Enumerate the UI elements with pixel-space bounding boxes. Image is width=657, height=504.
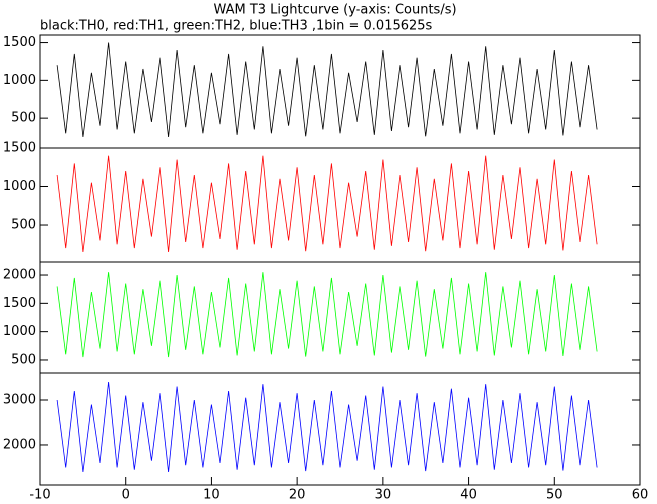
y-tick-label: 2000: [3, 268, 36, 283]
y-tick-label: 1000: [3, 179, 36, 194]
x-tick-label: 0: [122, 488, 130, 503]
y-tick-label: 2000: [3, 437, 36, 452]
y-tick-label: 1500: [3, 35, 36, 50]
y-tick-label: 1000: [3, 73, 36, 88]
y-tick-label: 1000: [3, 324, 36, 339]
panel-frame: [39, 372, 641, 486]
y-tick-label: 500: [11, 352, 36, 367]
x-tick-label: 30: [375, 488, 392, 503]
x-tick-label: 40: [460, 488, 477, 503]
y-tick-label: 500: [11, 218, 36, 233]
chart-title: WAM T3 Lightcurve (y-axis: Counts/s): [213, 3, 456, 18]
x-tick-label: -10: [29, 488, 50, 503]
y-tick-label: 1500: [3, 141, 36, 156]
x-tick-label: 50: [546, 488, 563, 503]
x-tick-label: 20: [289, 488, 306, 503]
chart-subtitle: black:TH0, red:TH1, green:TH2, blue:TH3 …: [40, 19, 433, 34]
y-tick-label: 500: [11, 111, 36, 126]
y-tick-label: 1500: [3, 296, 36, 311]
y-tick-label: 3000: [3, 392, 36, 407]
x-tick-label: 10: [203, 488, 220, 503]
lightcurve: [56, 42, 598, 138]
lightcurve: [56, 155, 598, 253]
x-tick-label: 60: [632, 488, 649, 503]
lightcurve: [56, 381, 598, 473]
lightcurve: [56, 272, 598, 358]
